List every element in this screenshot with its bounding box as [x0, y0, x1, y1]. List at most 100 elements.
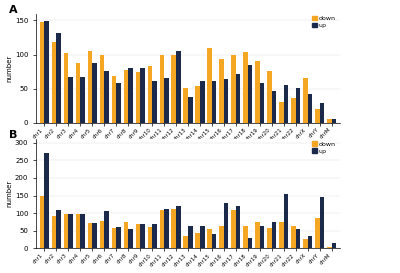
- Bar: [92, 63, 97, 123]
- Bar: [140, 224, 145, 248]
- Bar: [80, 214, 85, 248]
- Bar: [148, 227, 152, 248]
- Bar: [260, 82, 264, 123]
- Bar: [104, 71, 109, 123]
- Bar: [112, 228, 116, 248]
- Text: A: A: [9, 5, 17, 15]
- Bar: [40, 195, 44, 248]
- Bar: [243, 225, 248, 248]
- Bar: [100, 55, 104, 123]
- Bar: [124, 222, 128, 248]
- Text: B: B: [9, 130, 17, 141]
- Bar: [284, 194, 288, 248]
- Bar: [100, 221, 104, 248]
- Bar: [255, 222, 260, 248]
- Bar: [196, 233, 200, 248]
- Bar: [320, 103, 324, 123]
- Bar: [52, 216, 56, 248]
- Bar: [284, 85, 288, 123]
- Bar: [160, 210, 164, 248]
- Bar: [231, 55, 236, 123]
- Bar: [236, 74, 240, 123]
- Bar: [76, 214, 80, 248]
- Bar: [40, 22, 44, 123]
- Bar: [308, 94, 312, 123]
- Bar: [184, 236, 188, 248]
- Bar: [64, 213, 68, 248]
- Bar: [207, 229, 212, 248]
- Bar: [152, 81, 157, 123]
- Bar: [44, 153, 49, 248]
- Bar: [164, 209, 169, 248]
- Bar: [236, 206, 240, 248]
- Bar: [308, 236, 312, 248]
- Legend: down, up: down, up: [310, 14, 337, 29]
- Bar: [76, 63, 80, 123]
- Bar: [128, 229, 133, 248]
- Bar: [200, 225, 204, 248]
- Bar: [327, 247, 332, 248]
- Bar: [243, 52, 248, 123]
- Y-axis label: number: number: [6, 180, 12, 207]
- Bar: [176, 206, 180, 248]
- Bar: [116, 82, 121, 123]
- Bar: [88, 51, 92, 123]
- Bar: [320, 197, 324, 248]
- Bar: [112, 76, 116, 123]
- Bar: [248, 238, 252, 248]
- Bar: [104, 211, 109, 248]
- Bar: [44, 21, 49, 123]
- Bar: [272, 222, 276, 248]
- Bar: [188, 225, 192, 248]
- Bar: [52, 41, 56, 123]
- Bar: [267, 71, 272, 123]
- Bar: [64, 52, 68, 123]
- Bar: [136, 224, 140, 248]
- Bar: [160, 55, 164, 123]
- Bar: [332, 243, 336, 248]
- Bar: [196, 86, 200, 123]
- Bar: [272, 91, 276, 123]
- Bar: [315, 109, 320, 123]
- Bar: [128, 67, 133, 123]
- Bar: [124, 70, 128, 123]
- Bar: [212, 234, 216, 248]
- Bar: [291, 225, 296, 248]
- Bar: [184, 88, 188, 123]
- Bar: [148, 66, 152, 123]
- Bar: [260, 225, 264, 248]
- Bar: [332, 119, 336, 123]
- Bar: [68, 214, 73, 248]
- Bar: [315, 218, 320, 248]
- Bar: [88, 223, 92, 248]
- Bar: [296, 88, 300, 123]
- Bar: [92, 223, 97, 248]
- Bar: [255, 61, 260, 123]
- Bar: [116, 227, 121, 248]
- Bar: [224, 79, 228, 123]
- Legend: down, up: down, up: [310, 140, 337, 155]
- Bar: [172, 55, 176, 123]
- Bar: [219, 225, 224, 248]
- Bar: [267, 228, 272, 248]
- Bar: [188, 97, 192, 123]
- Bar: [207, 48, 212, 123]
- Bar: [224, 203, 228, 248]
- Bar: [200, 81, 204, 123]
- Bar: [279, 102, 284, 123]
- Bar: [136, 72, 140, 123]
- Bar: [327, 120, 332, 123]
- Bar: [164, 78, 169, 123]
- Bar: [296, 229, 300, 248]
- Bar: [172, 209, 176, 248]
- Bar: [68, 77, 73, 123]
- Bar: [56, 33, 61, 123]
- Bar: [303, 79, 308, 123]
- Bar: [248, 65, 252, 123]
- Bar: [231, 210, 236, 248]
- Y-axis label: number: number: [6, 55, 12, 82]
- Bar: [176, 51, 180, 123]
- Bar: [212, 81, 216, 123]
- Bar: [140, 67, 145, 123]
- Bar: [56, 210, 61, 248]
